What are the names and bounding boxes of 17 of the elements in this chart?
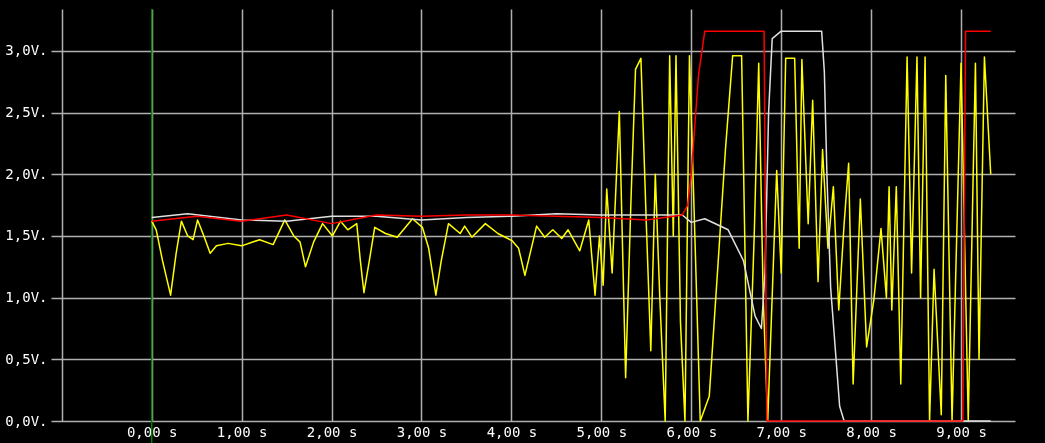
- x-tick-label: 7,00 s: [756, 423, 807, 440]
- x-tick-label: 6,00 s: [666, 423, 718, 440]
- x-tick-label: 0,00 s: [126, 423, 178, 440]
- x-tick-label: 1,00 s: [216, 423, 268, 440]
- y-tick-label: 2,0V.: [5, 165, 48, 182]
- y-tick-label: 1,0V.: [5, 289, 48, 306]
- y-tick-label: 0,5V.: [5, 350, 48, 367]
- x-tick-label: 2,00 s: [306, 423, 358, 440]
- x-tick-label: 3,00 s: [396, 423, 448, 440]
- y-tick-label: 1,5V.: [5, 227, 48, 244]
- y-tick-label: 3,0V.: [5, 42, 48, 59]
- x-tick-label: 5,00 s: [576, 423, 628, 440]
- y-tick-label: 2,5V.: [5, 104, 48, 121]
- x-tick-label: 9,00 s: [936, 423, 987, 440]
- y-tick-label: 0,0V.: [5, 412, 48, 429]
- x-tick-label: 4,00 s: [486, 423, 538, 440]
- x-tick-label: 8,00 s: [846, 423, 897, 440]
